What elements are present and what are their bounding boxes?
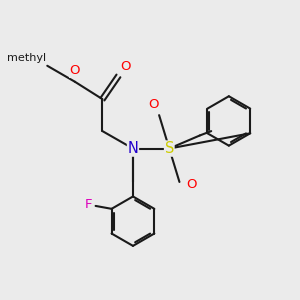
Text: O: O (120, 60, 130, 73)
Text: O: O (187, 178, 197, 191)
Text: N: N (128, 141, 138, 156)
Text: S: S (165, 141, 174, 156)
Text: O: O (70, 64, 80, 77)
Text: O: O (148, 98, 158, 111)
Text: methyl: methyl (7, 53, 46, 63)
Text: F: F (85, 198, 93, 211)
